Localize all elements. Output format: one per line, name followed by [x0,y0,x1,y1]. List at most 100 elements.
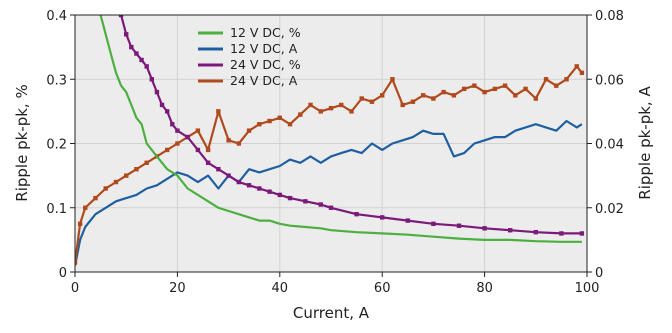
series-point [170,122,175,127]
series-point [420,93,426,98]
series-point [328,205,334,210]
y-axis-left: 0 0.1 0.2 0.3 0.4 [46,9,75,281]
x-axis: 0 20 40 60 80 100 [71,272,599,296]
series-point [308,102,313,108]
y-left-tick-label: 0.2 [46,138,67,153]
series-point [164,109,170,114]
x-tick-label: 80 [476,281,493,296]
series-point [513,93,518,98]
series-point [492,86,498,92]
series-point [523,86,528,92]
y-right-tick-label: 0.08 [595,9,624,24]
legend: 12 V DC, % 12 V DC, A 24 V DC, % 24 V DC… [198,25,301,88]
series-point [303,199,308,204]
series-point [579,231,585,236]
x-axis-title: Current, A [293,304,370,322]
series-point [456,223,462,228]
series-point [149,77,154,82]
series-point [400,102,405,108]
series-point [298,112,303,117]
series-point [134,167,139,172]
x-tick-label: 20 [169,281,186,296]
series-point [380,93,385,98]
series-point [236,179,242,185]
series-point [451,93,457,98]
series-point [216,167,221,172]
series-point [195,147,201,153]
series-point [543,77,549,82]
series-point [257,122,262,127]
series-point [185,134,190,140]
series-point [113,179,119,185]
legend-label-12v-pct: 12 V DC, % [230,25,301,40]
y-axis-left-title: Ripple pk-pk, % [13,84,31,201]
series-point [287,195,293,201]
series-point [349,109,354,114]
series-point [236,141,242,146]
series-point [339,102,344,108]
series-point [579,70,585,76]
series-point [226,138,231,143]
series-point [124,32,129,37]
series-point [559,231,564,236]
y-left-tick-label: 0.3 [46,73,67,88]
series-point [216,109,221,114]
series-point [77,221,83,227]
x-tick-label: 0 [71,281,79,296]
series-point [533,229,538,235]
series-point [359,96,364,101]
y-axis-right-title: Ripple pk-pk, A [636,86,654,200]
series-point [482,89,487,95]
y-right-tick-label: 0.04 [595,138,624,153]
series-point [226,173,231,178]
series-point [195,128,201,133]
x-tick-label: 40 [272,281,289,296]
series-point [205,147,211,153]
y-right-tick-label: 0.06 [595,73,624,88]
series-point [354,211,359,217]
series-point [369,99,375,104]
series-point [502,83,508,88]
series-point [564,77,569,82]
y-left-tick-label: 0 [59,266,67,281]
y-left-tick-label: 0.1 [46,202,67,217]
series-point [441,89,446,95]
series-point [103,186,108,191]
series-point [390,77,395,82]
series-point [287,122,293,127]
series-point [175,141,180,146]
y-axis-right: 0 0.02 0.04 0.06 0.08 [587,9,624,281]
series-point [83,205,88,210]
series-point [318,202,323,207]
series-point [328,105,334,111]
series-line-1 [75,119,583,266]
series-point [267,189,272,194]
series-point [124,173,129,178]
series-point [139,57,144,63]
y-right-tick-label: 0 [595,266,603,281]
series-point [508,228,513,233]
series-point [277,192,282,198]
series-point [118,15,124,18]
series-point [554,83,559,88]
series-point [159,102,165,108]
series-point [461,86,467,92]
series-point [257,186,262,191]
series-line-3 [75,65,583,263]
series-point [431,96,436,101]
grid [75,15,587,272]
series-point [154,89,160,95]
series-line-0 [99,15,582,243]
y-left-tick-label: 0.4 [46,9,67,24]
series-point [410,99,416,104]
series-point [175,128,180,133]
series-point [75,260,78,265]
legend-label-12v-a: 12 V DC, A [230,41,298,56]
series-point [472,83,477,88]
series-point [129,44,134,50]
series-point [318,109,323,114]
series-point [267,118,272,124]
x-tick-label: 60 [374,281,391,296]
